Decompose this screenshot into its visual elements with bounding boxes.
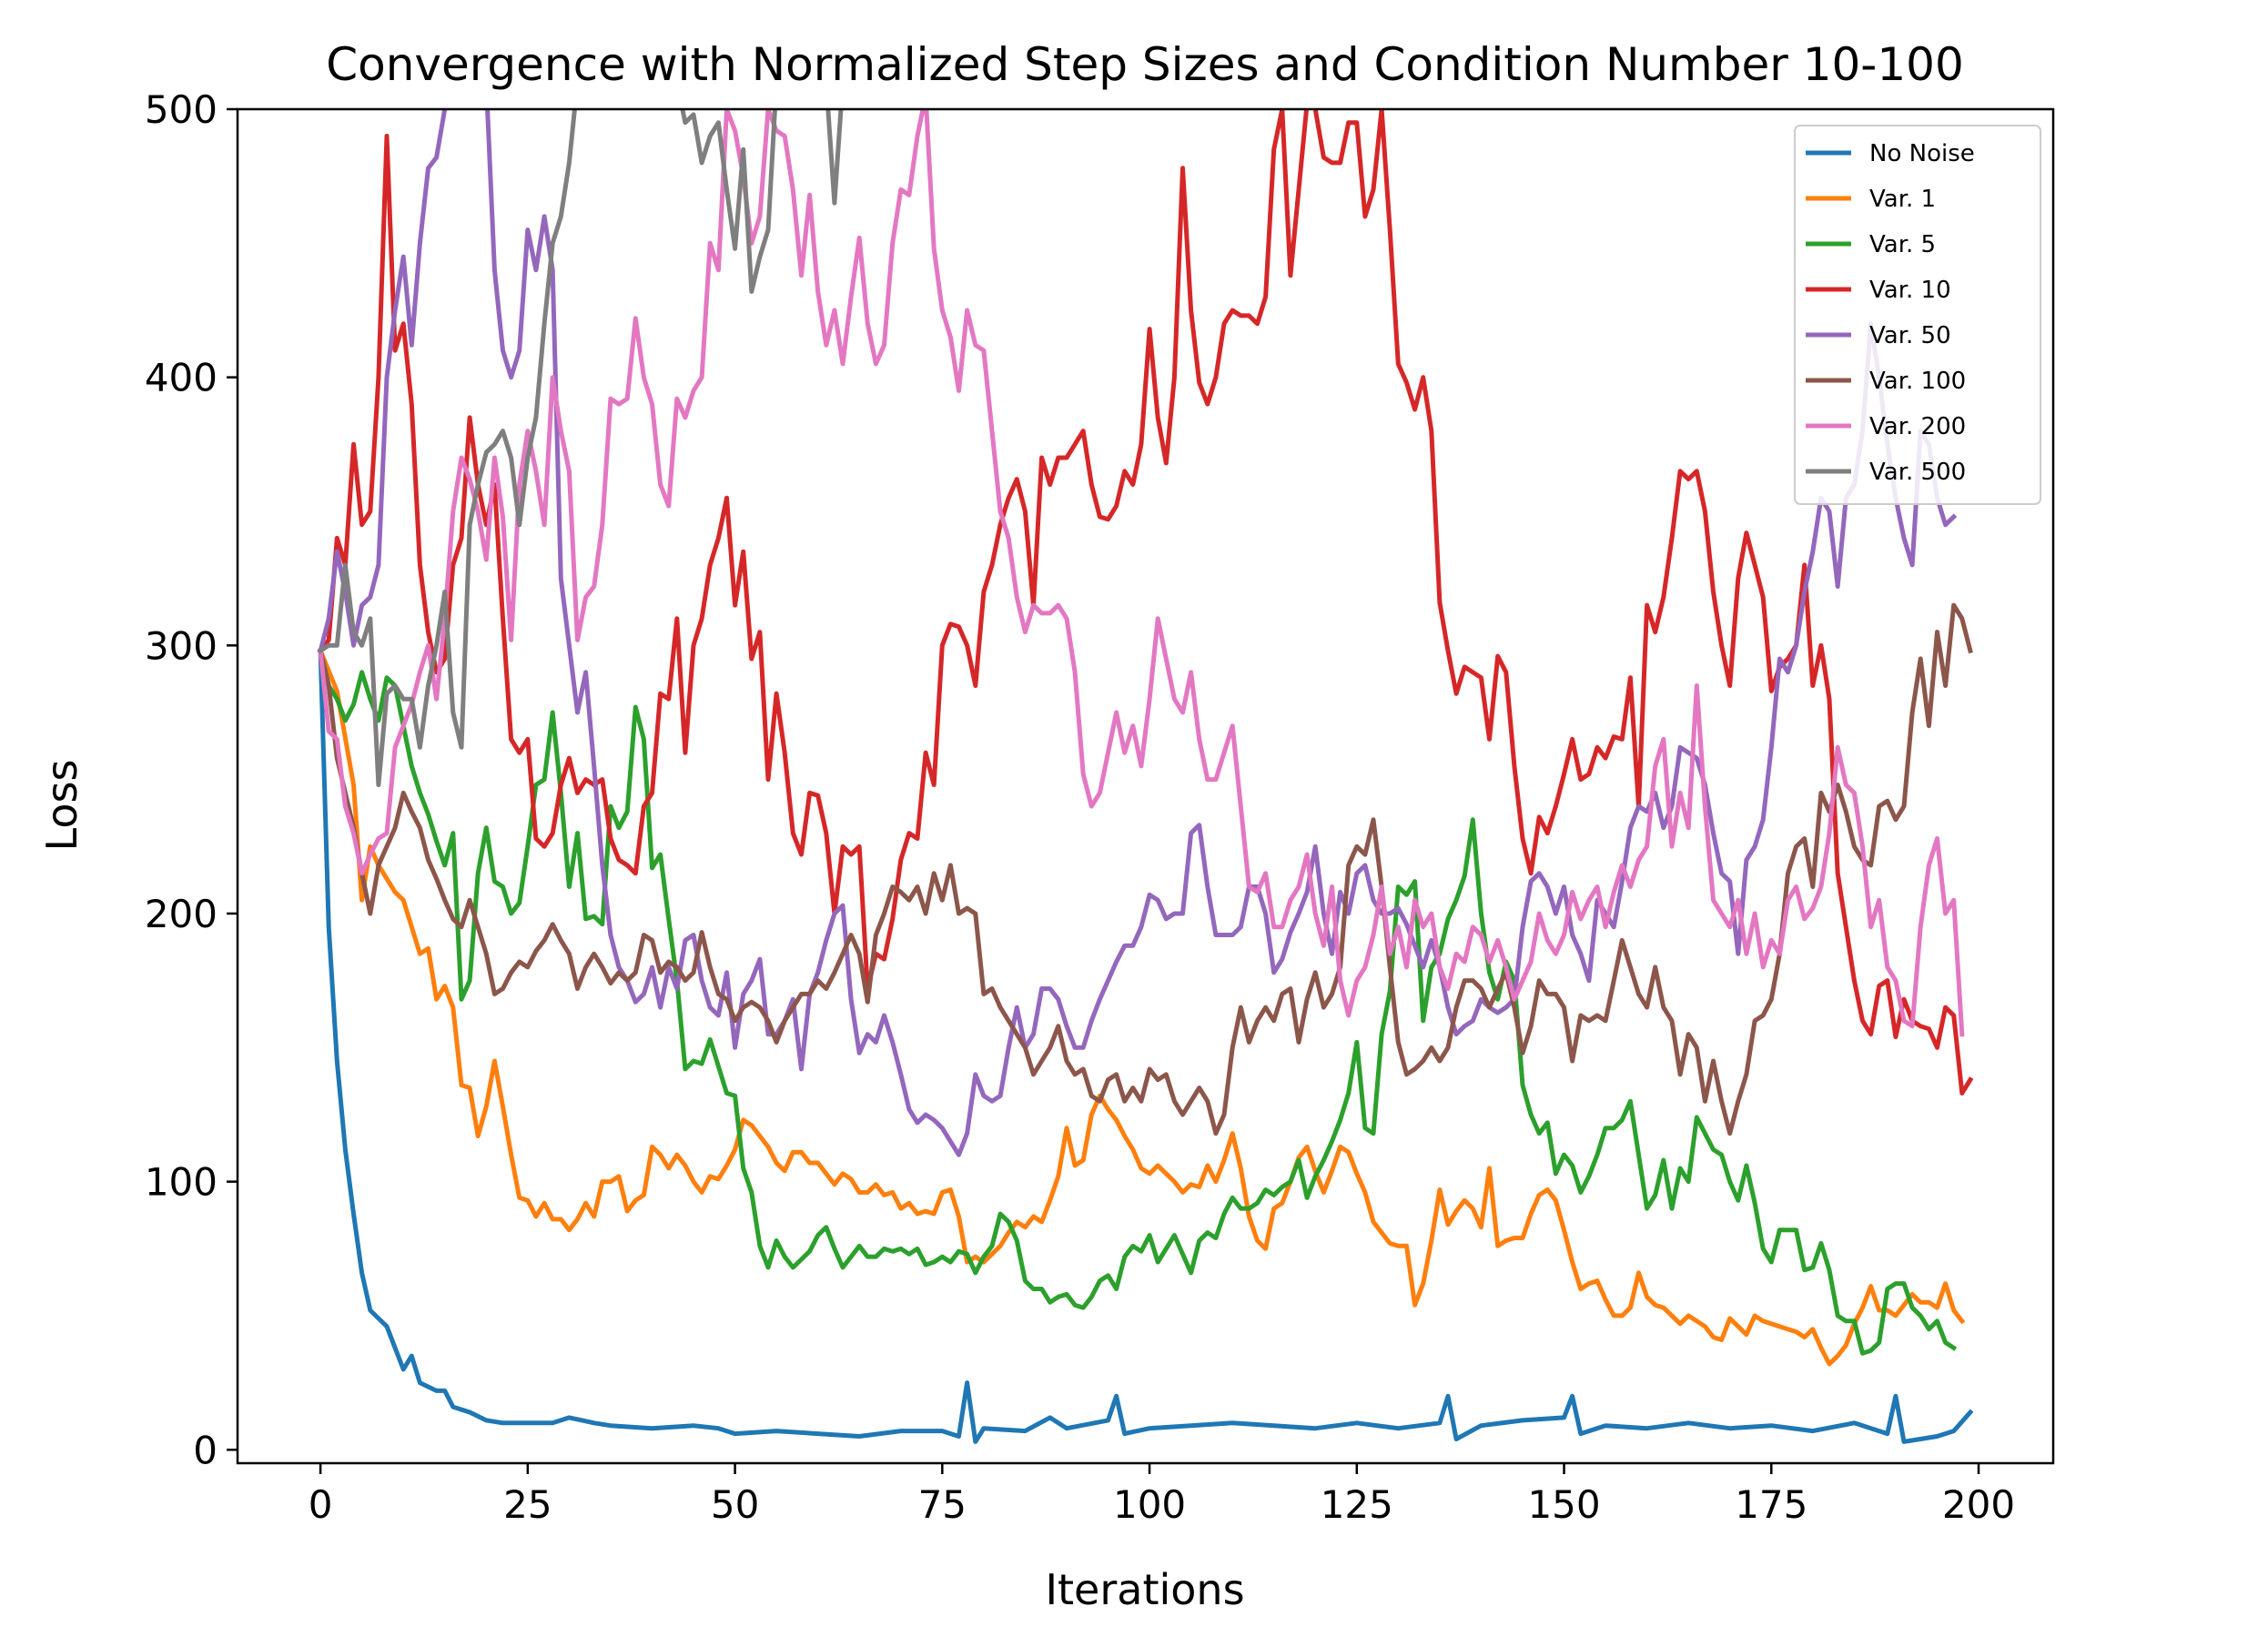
legend-label: Var. 200 — [1869, 413, 1966, 440]
x-tick-label: 25 — [503, 1482, 552, 1527]
series-line-var-200 — [318, 109, 1965, 1037]
legend-label: Var. 50 — [1869, 322, 1951, 349]
y-axis-ticks: 0 100 200 300 400 500 — [145, 87, 238, 1472]
legend-label: No Noise — [1869, 140, 1975, 167]
x-tick-label: 50 — [711, 1482, 759, 1527]
series-line-var-1 — [317, 647, 1966, 1367]
x-tick-label: 200 — [1942, 1482, 2015, 1527]
legend-label: Var. 500 — [1869, 459, 1966, 486]
legend-label: Var. 100 — [1869, 368, 1966, 395]
series-line-var-50 — [318, 109, 1958, 1157]
series-line-no-noise — [318, 648, 1974, 1444]
y-tick-label: 400 — [145, 356, 218, 400]
chart-title: Convergence with Normalized Step Sizes a… — [326, 38, 1964, 91]
legend-label: Var. 10 — [1869, 277, 1951, 304]
x-tick-label: 0 — [309, 1482, 333, 1527]
y-axis-label: Loss — [37, 760, 86, 852]
plot-frame — [236, 107, 2055, 1465]
y-tick-label: 100 — [145, 1160, 218, 1205]
legend-label: Var. 5 — [1869, 231, 1936, 258]
x-tick-label: 150 — [1527, 1482, 1600, 1527]
x-tick-label: 75 — [918, 1482, 967, 1527]
legend: No Noise Var. 1 Var. 5 Var. 10 Var. 50 Var. 1… — [1794, 125, 2041, 505]
series-line-var-100 — [318, 602, 1973, 1137]
series-lines — [317, 109, 1974, 1444]
y-tick-label: 300 — [145, 623, 218, 668]
x-tick-label: 125 — [1321, 1482, 1393, 1527]
y-tick-label: 0 — [193, 1428, 218, 1472]
y-tick-label: 200 — [145, 892, 218, 936]
series-line-var-500 — [317, 109, 844, 787]
x-tick-label: 100 — [1113, 1482, 1186, 1527]
x-axis-label: Iterations — [1045, 1565, 1244, 1614]
x-tick-label: 175 — [1735, 1482, 1807, 1527]
x-axis-ticks: 0 25 50 75 100 125 150 175 200 — [309, 1463, 2015, 1527]
series-line-var-5 — [318, 648, 1958, 1356]
legend-label: Var. 1 — [1869, 186, 1936, 213]
series-line-var-10 — [317, 109, 1974, 1096]
legend-box — [1794, 125, 2041, 505]
y-tick-label: 500 — [145, 87, 218, 132]
